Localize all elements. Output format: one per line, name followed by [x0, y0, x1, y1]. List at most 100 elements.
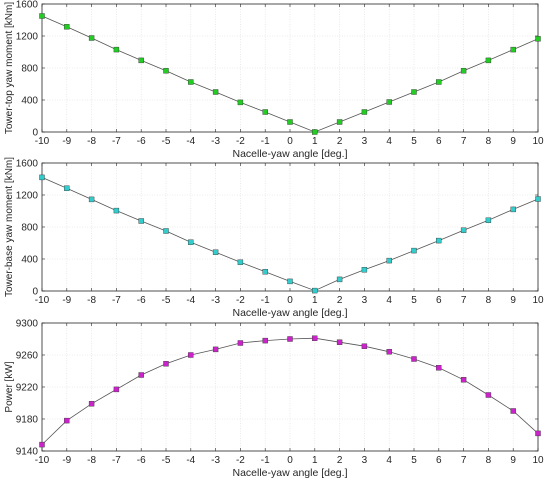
data-point — [510, 46, 516, 53]
x-tick-label: -10 — [35, 455, 50, 466]
x-tick-label: -2 — [236, 136, 245, 147]
data-point — [113, 386, 120, 393]
data-point — [411, 356, 417, 362]
x-tick-label: -6 — [137, 455, 146, 466]
x-tick-label: 3 — [362, 295, 368, 306]
y-tick-label: 9140 — [16, 447, 39, 458]
y-tick-label: 1200 — [16, 32, 39, 43]
x-tick-label: -2 — [236, 455, 245, 466]
data-point — [113, 207, 120, 214]
x-tick-label: -3 — [211, 136, 220, 147]
x-tick-label: 9 — [510, 136, 516, 147]
data-point — [138, 57, 144, 64]
data-point — [312, 335, 318, 341]
x-tick-label: -7 — [112, 455, 121, 466]
x-tick-label: 8 — [486, 295, 492, 306]
data-point — [312, 129, 318, 135]
data-point — [237, 259, 244, 265]
data-point — [336, 339, 343, 345]
data-point — [460, 377, 467, 383]
data-point — [287, 119, 293, 125]
y-tick-label: 400 — [21, 255, 38, 266]
x-tick-label: -4 — [186, 455, 195, 466]
x-tick-label: 2 — [337, 455, 343, 466]
x-tick-label: -4 — [186, 136, 195, 147]
data-point — [163, 361, 169, 367]
data-point — [39, 174, 45, 181]
y-axis-label: Tower-base yaw moment [kNm] — [4, 157, 15, 297]
data-point — [386, 99, 392, 105]
data-point — [510, 206, 516, 213]
data-point — [64, 185, 70, 191]
data-point — [535, 196, 541, 202]
x-tick-label: 5 — [411, 136, 417, 147]
x-tick-label: -4 — [186, 295, 195, 306]
x-tick-label: -5 — [162, 136, 171, 147]
data-point — [361, 109, 368, 115]
data-point — [188, 352, 194, 358]
data-point — [138, 372, 144, 378]
data-point — [510, 408, 516, 414]
data-point — [460, 68, 467, 74]
data-point — [88, 401, 95, 407]
x-tick-label: 10 — [532, 455, 544, 466]
data-point — [64, 24, 70, 30]
data-point — [361, 267, 368, 273]
x-tick-label: -5 — [162, 455, 171, 466]
x-tick-label: -1 — [261, 455, 270, 466]
x-tick-label: 9 — [510, 455, 516, 466]
x-tick-label: -3 — [211, 455, 220, 466]
x-tick-label: 8 — [486, 455, 492, 466]
data-point — [411, 247, 417, 254]
data-point — [39, 441, 45, 448]
x-tick-label: 0 — [287, 295, 293, 306]
x-tick-label: 1 — [312, 295, 318, 306]
data-point — [436, 237, 442, 244]
data-point — [113, 46, 120, 53]
y-axis-label: Power [kW] — [4, 361, 15, 412]
x-tick-label: 0 — [287, 136, 293, 147]
x-tick-label: 2 — [337, 136, 343, 147]
data-point — [262, 269, 268, 275]
y-axis-label: Tower-top yaw moment [kNm] — [4, 2, 15, 134]
x-axis-label: Nacelle-yaw angle [deg.] — [233, 307, 348, 319]
x-tick-label: 10 — [532, 136, 544, 147]
data-point — [361, 343, 368, 349]
x-tick-label: -8 — [87, 295, 96, 306]
x-tick-label: -2 — [236, 295, 245, 306]
data-point — [411, 89, 417, 95]
x-tick-label: -10 — [35, 295, 50, 306]
data-point — [212, 249, 219, 255]
data-point — [138, 218, 144, 224]
data-point — [485, 217, 492, 223]
x-tick-label: 5 — [411, 455, 417, 466]
x-tick-label: 4 — [386, 455, 392, 466]
x-tick-label: 6 — [436, 295, 442, 306]
x-tick-label: 5 — [411, 295, 417, 306]
data-point — [237, 99, 244, 106]
data-point — [436, 365, 442, 371]
data-point — [436, 79, 442, 85]
data-point — [485, 392, 492, 398]
data-point — [386, 349, 392, 355]
chart-panel-3: -10 -9 -8 -7 -6 -5 -4 -3 -2 -1 0 1 2 3 4 5 6 7 8 9 109140918… — [4, 319, 544, 480]
x-tick-label: -10 — [35, 136, 50, 147]
x-tick-label: -5 — [162, 295, 171, 306]
x-tick-label: 1 — [312, 136, 318, 147]
x-tick-label: 9 — [510, 295, 516, 306]
x-tick-label: -9 — [62, 295, 71, 306]
data-point — [535, 430, 541, 437]
x-axis-label: Nacelle-yaw angle [deg.] — [233, 148, 348, 160]
chart-panel-2: -10 -9 -8 -7 -6 -5 -4 -3 -2 -1 0 1 2 3 4 5 6 7 8 9 100400800… — [4, 157, 544, 319]
data-point — [64, 417, 70, 424]
chart-panel-1: -10 -9 -8 -7 -6 -5 -4 -3 -2 -1 0 1 2 3 4 5 6 7 8 9 100400800… — [4, 0, 544, 160]
data-point — [237, 340, 244, 346]
data-point — [312, 287, 318, 294]
data-point — [287, 278, 293, 285]
data-point — [39, 13, 45, 19]
data-point — [262, 109, 268, 115]
x-tick-label: 3 — [362, 136, 368, 147]
x-axis-label: Nacelle-yaw angle [deg.] — [233, 467, 348, 479]
x-tick-label: -6 — [137, 136, 146, 147]
